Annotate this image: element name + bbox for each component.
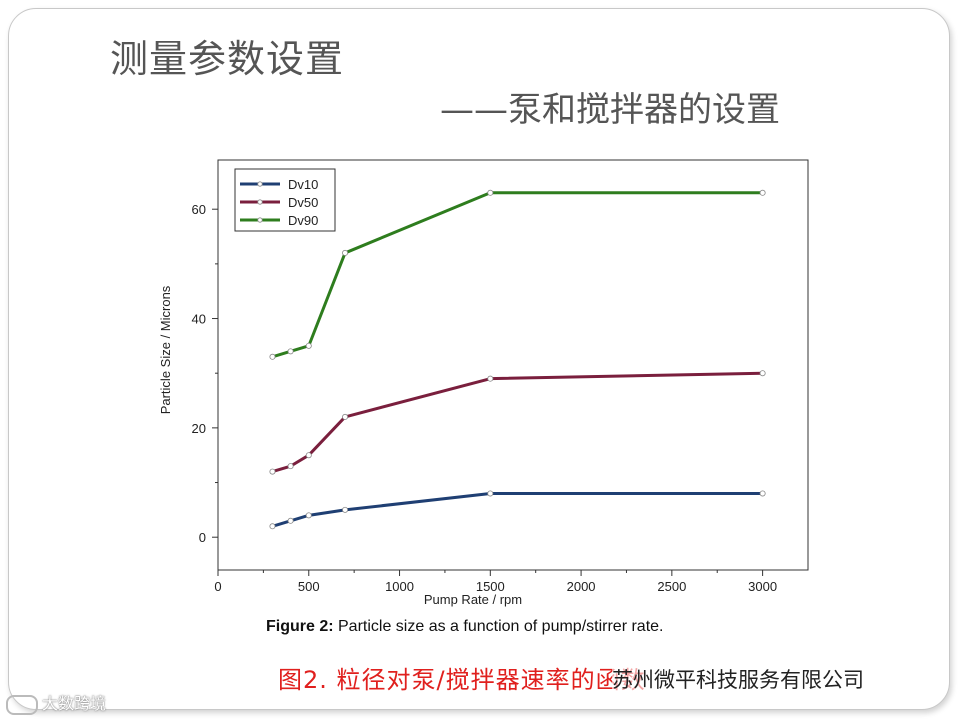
figure-caption-label: Figure 2: [266,618,334,635]
legend-label: Dv10 [288,177,318,192]
plot-area [217,159,809,571]
x-tick-label: 0 [214,579,221,594]
data-point-dv10 [269,523,276,530]
x-axis-label: Pump Rate / rpm [424,592,522,607]
legend-label: Dv90 [288,213,318,228]
figure-caption-text: Particle size as a function of pump/stir… [333,618,664,635]
slide-subtitle: ——泵和搅拌器的设置 [440,90,780,130]
data-point-dv10 [487,490,494,497]
series-line-dv50 [272,371,763,474]
y-tick-label: 60 [192,202,206,217]
legend-marker [257,181,263,187]
x-tick-label: 2000 [567,579,596,594]
data-point-dv90 [287,348,294,355]
y-tick-label: 0 [199,530,206,545]
data-point-dv50 [287,463,294,470]
y-tick-label: 40 [192,312,206,327]
data-point-dv50 [342,413,349,420]
x-tick-label: 3000 [748,579,777,594]
legend-box [234,168,336,232]
data-point-dv10 [305,512,312,519]
data-point-dv50 [269,468,276,475]
x-tick-label: 1000 [385,579,414,594]
y-axis-label: Particle Size / Microns [158,285,173,414]
data-point-dv10 [759,490,766,497]
series-line-dv10 [272,491,763,528]
data-point-dv10 [287,517,294,524]
data-point-dv90 [487,189,494,196]
slide-frame [8,8,950,710]
series-line-dv90 [272,191,763,359]
data-point-dv90 [269,353,276,360]
company-watermark: 苏州微平科技服务有限公司 [612,664,864,694]
data-point-dv90 [305,342,312,349]
particle-size-chart: 0 500 1000 1500 2000 2500 3000 0 20 40 60 Pump Rate… [158,159,809,607]
legend-marker [257,217,263,223]
brand-watermark: 大数跨境 [6,690,106,715]
chinese-caption: 图2. 粒径对泵/搅拌器速率的函数 [278,666,646,694]
x-tick-label: 500 [298,579,320,594]
data-point-dv50 [487,375,494,382]
data-point-dv50 [759,370,766,377]
watermark-logo-icon [6,694,38,715]
data-point-dv90 [759,189,766,196]
brand-watermark-text: 大数跨境 [42,694,107,713]
data-point-dv10 [342,506,349,513]
x-tick-label: 1500 [476,579,505,594]
x-tick-label: 2500 [657,579,686,594]
y-tick-label: 20 [192,421,206,436]
figure-caption: Figure 2: Particle size as a function of… [266,618,663,636]
data-point-dv90 [342,249,349,256]
legend-marker [257,199,263,205]
slide-title: 测量参数设置 [110,37,345,81]
data-point-dv50 [305,452,312,459]
legend-label: Dv50 [288,195,318,210]
